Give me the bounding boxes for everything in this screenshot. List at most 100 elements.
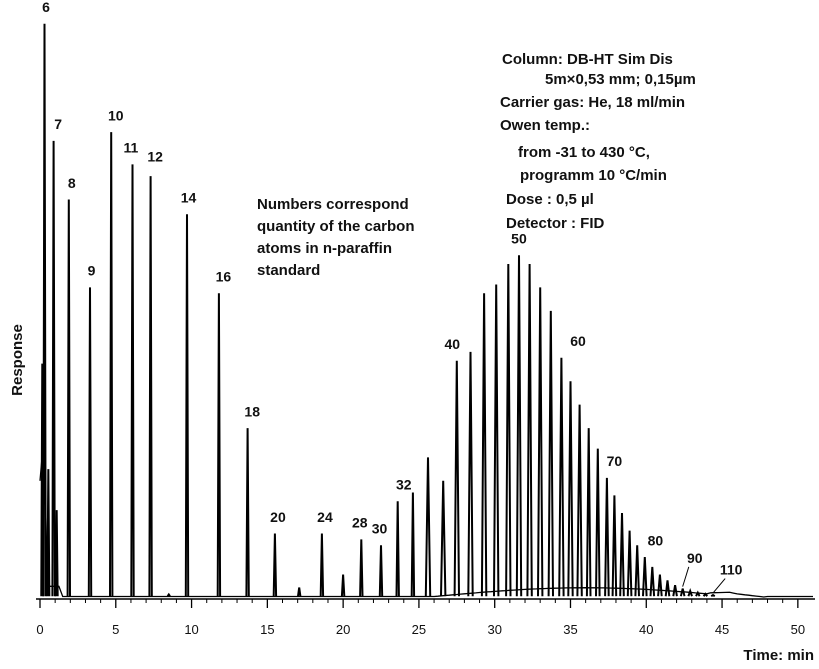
- peak: [619, 512, 625, 597]
- x-tick-label: 20: [336, 622, 350, 637]
- peak: [626, 530, 633, 597]
- peak: [440, 480, 447, 597]
- peak: [611, 495, 618, 597]
- peak: [87, 287, 93, 597]
- peak: [526, 263, 533, 597]
- side-peak: [46, 469, 51, 597]
- peak: [410, 492, 416, 597]
- condition-line: Owen temp.:: [500, 117, 590, 134]
- x-tick-label: 10: [184, 622, 198, 637]
- peak-label: 18: [244, 403, 260, 419]
- peak: [657, 574, 663, 597]
- peak-label: 70: [607, 453, 623, 469]
- peak-label: 6: [42, 0, 50, 15]
- peak: [66, 199, 71, 597]
- peak: [505, 263, 512, 597]
- peak: [664, 580, 671, 597]
- x-tick-label: 45: [715, 622, 729, 637]
- peak: [245, 428, 250, 597]
- peak: [642, 556, 648, 597]
- annotation-block: Numbers correspond quantity of the carbo…: [257, 196, 415, 279]
- annotation-line: atoms in n-paraffin: [257, 240, 392, 257]
- peak-label: 32: [396, 477, 412, 493]
- x-tick-label: 0: [36, 622, 43, 637]
- peak-label: 80: [648, 532, 664, 548]
- leader-line: [682, 566, 690, 587]
- x-tick-label: 35: [563, 622, 577, 637]
- condition-line: programm 10 °C/min: [520, 167, 667, 184]
- peak: [515, 255, 523, 597]
- peak-label: 90: [687, 550, 703, 566]
- peak-label: 8: [68, 175, 76, 191]
- peak: [604, 477, 610, 597]
- x-tick-label: 25: [412, 622, 426, 637]
- peak: [493, 284, 500, 597]
- condition-line: 5m×0,53 mm; 0,15µm: [545, 71, 696, 88]
- peak-label: 12: [147, 148, 163, 164]
- peak-label: 50: [511, 230, 527, 246]
- peak: [297, 587, 302, 597]
- leader-line: [712, 578, 726, 594]
- peak-label: 16: [216, 269, 232, 285]
- peak: [558, 357, 565, 597]
- peak: [378, 545, 384, 597]
- peak: [340, 574, 346, 597]
- peak-label: 9: [88, 263, 96, 279]
- peak: [634, 545, 640, 597]
- peak-label: 110: [720, 562, 743, 578]
- peak: [359, 539, 364, 597]
- peak: [480, 293, 488, 597]
- peak-label: 30: [372, 521, 388, 537]
- peak: [595, 448, 601, 597]
- peak: [702, 592, 708, 597]
- conditions-block: Column: DB-HT Sim Dis 5m×0,53 mm; 0,15µm…: [500, 51, 696, 232]
- peak: [148, 176, 153, 597]
- peak: [679, 588, 686, 597]
- peak: [467, 351, 474, 597]
- condition-line: from -31 to 430 °C,: [518, 144, 650, 161]
- peak: [710, 593, 716, 598]
- peak: [216, 293, 222, 597]
- peak: [672, 584, 678, 597]
- y-axis-title: Response: [9, 324, 26, 396]
- peak-label: 20: [270, 509, 286, 525]
- peak: [695, 590, 701, 597]
- peak: [687, 587, 693, 597]
- peak: [42, 23, 47, 597]
- peak-label: 14: [181, 189, 197, 205]
- peak: [319, 533, 325, 597]
- peak-label: 10: [108, 107, 124, 123]
- peak: [537, 287, 544, 597]
- peak-label: 40: [444, 336, 460, 352]
- annotation-line: standard: [257, 262, 320, 279]
- peak: [547, 310, 554, 597]
- peak-label: 28: [352, 515, 368, 531]
- peak: [567, 381, 574, 597]
- side-peak: [54, 510, 59, 597]
- side-peak: [40, 363, 45, 597]
- peak: [649, 566, 656, 597]
- peak: [184, 214, 190, 597]
- peak-label: 60: [570, 333, 586, 349]
- peak: [109, 132, 114, 597]
- peak: [395, 501, 400, 597]
- annotation-line: Numbers correspond: [257, 196, 409, 213]
- condition-line: Carrier gas: He, 18 ml/min: [500, 94, 685, 111]
- condition-line: Detector : FID: [506, 215, 605, 232]
- peak-label: 7: [54, 116, 62, 132]
- condition-line: Column: DB-HT Sim Dis: [502, 51, 673, 68]
- x-axis-title: Time: min: [743, 647, 814, 664]
- peak: [585, 428, 592, 597]
- x-tick-label: 50: [791, 622, 805, 637]
- peak: [130, 164, 135, 597]
- peak: [424, 457, 432, 597]
- peak-label: 11: [124, 140, 139, 156]
- peak: [51, 140, 56, 597]
- condition-line: Dose : 0,5 µl: [506, 191, 594, 208]
- peak: [453, 360, 460, 597]
- peak: [576, 404, 583, 597]
- annotation-line: quantity of the carbon: [257, 218, 415, 235]
- x-tick-label: 30: [487, 622, 501, 637]
- x-tick-label: 40: [639, 622, 653, 637]
